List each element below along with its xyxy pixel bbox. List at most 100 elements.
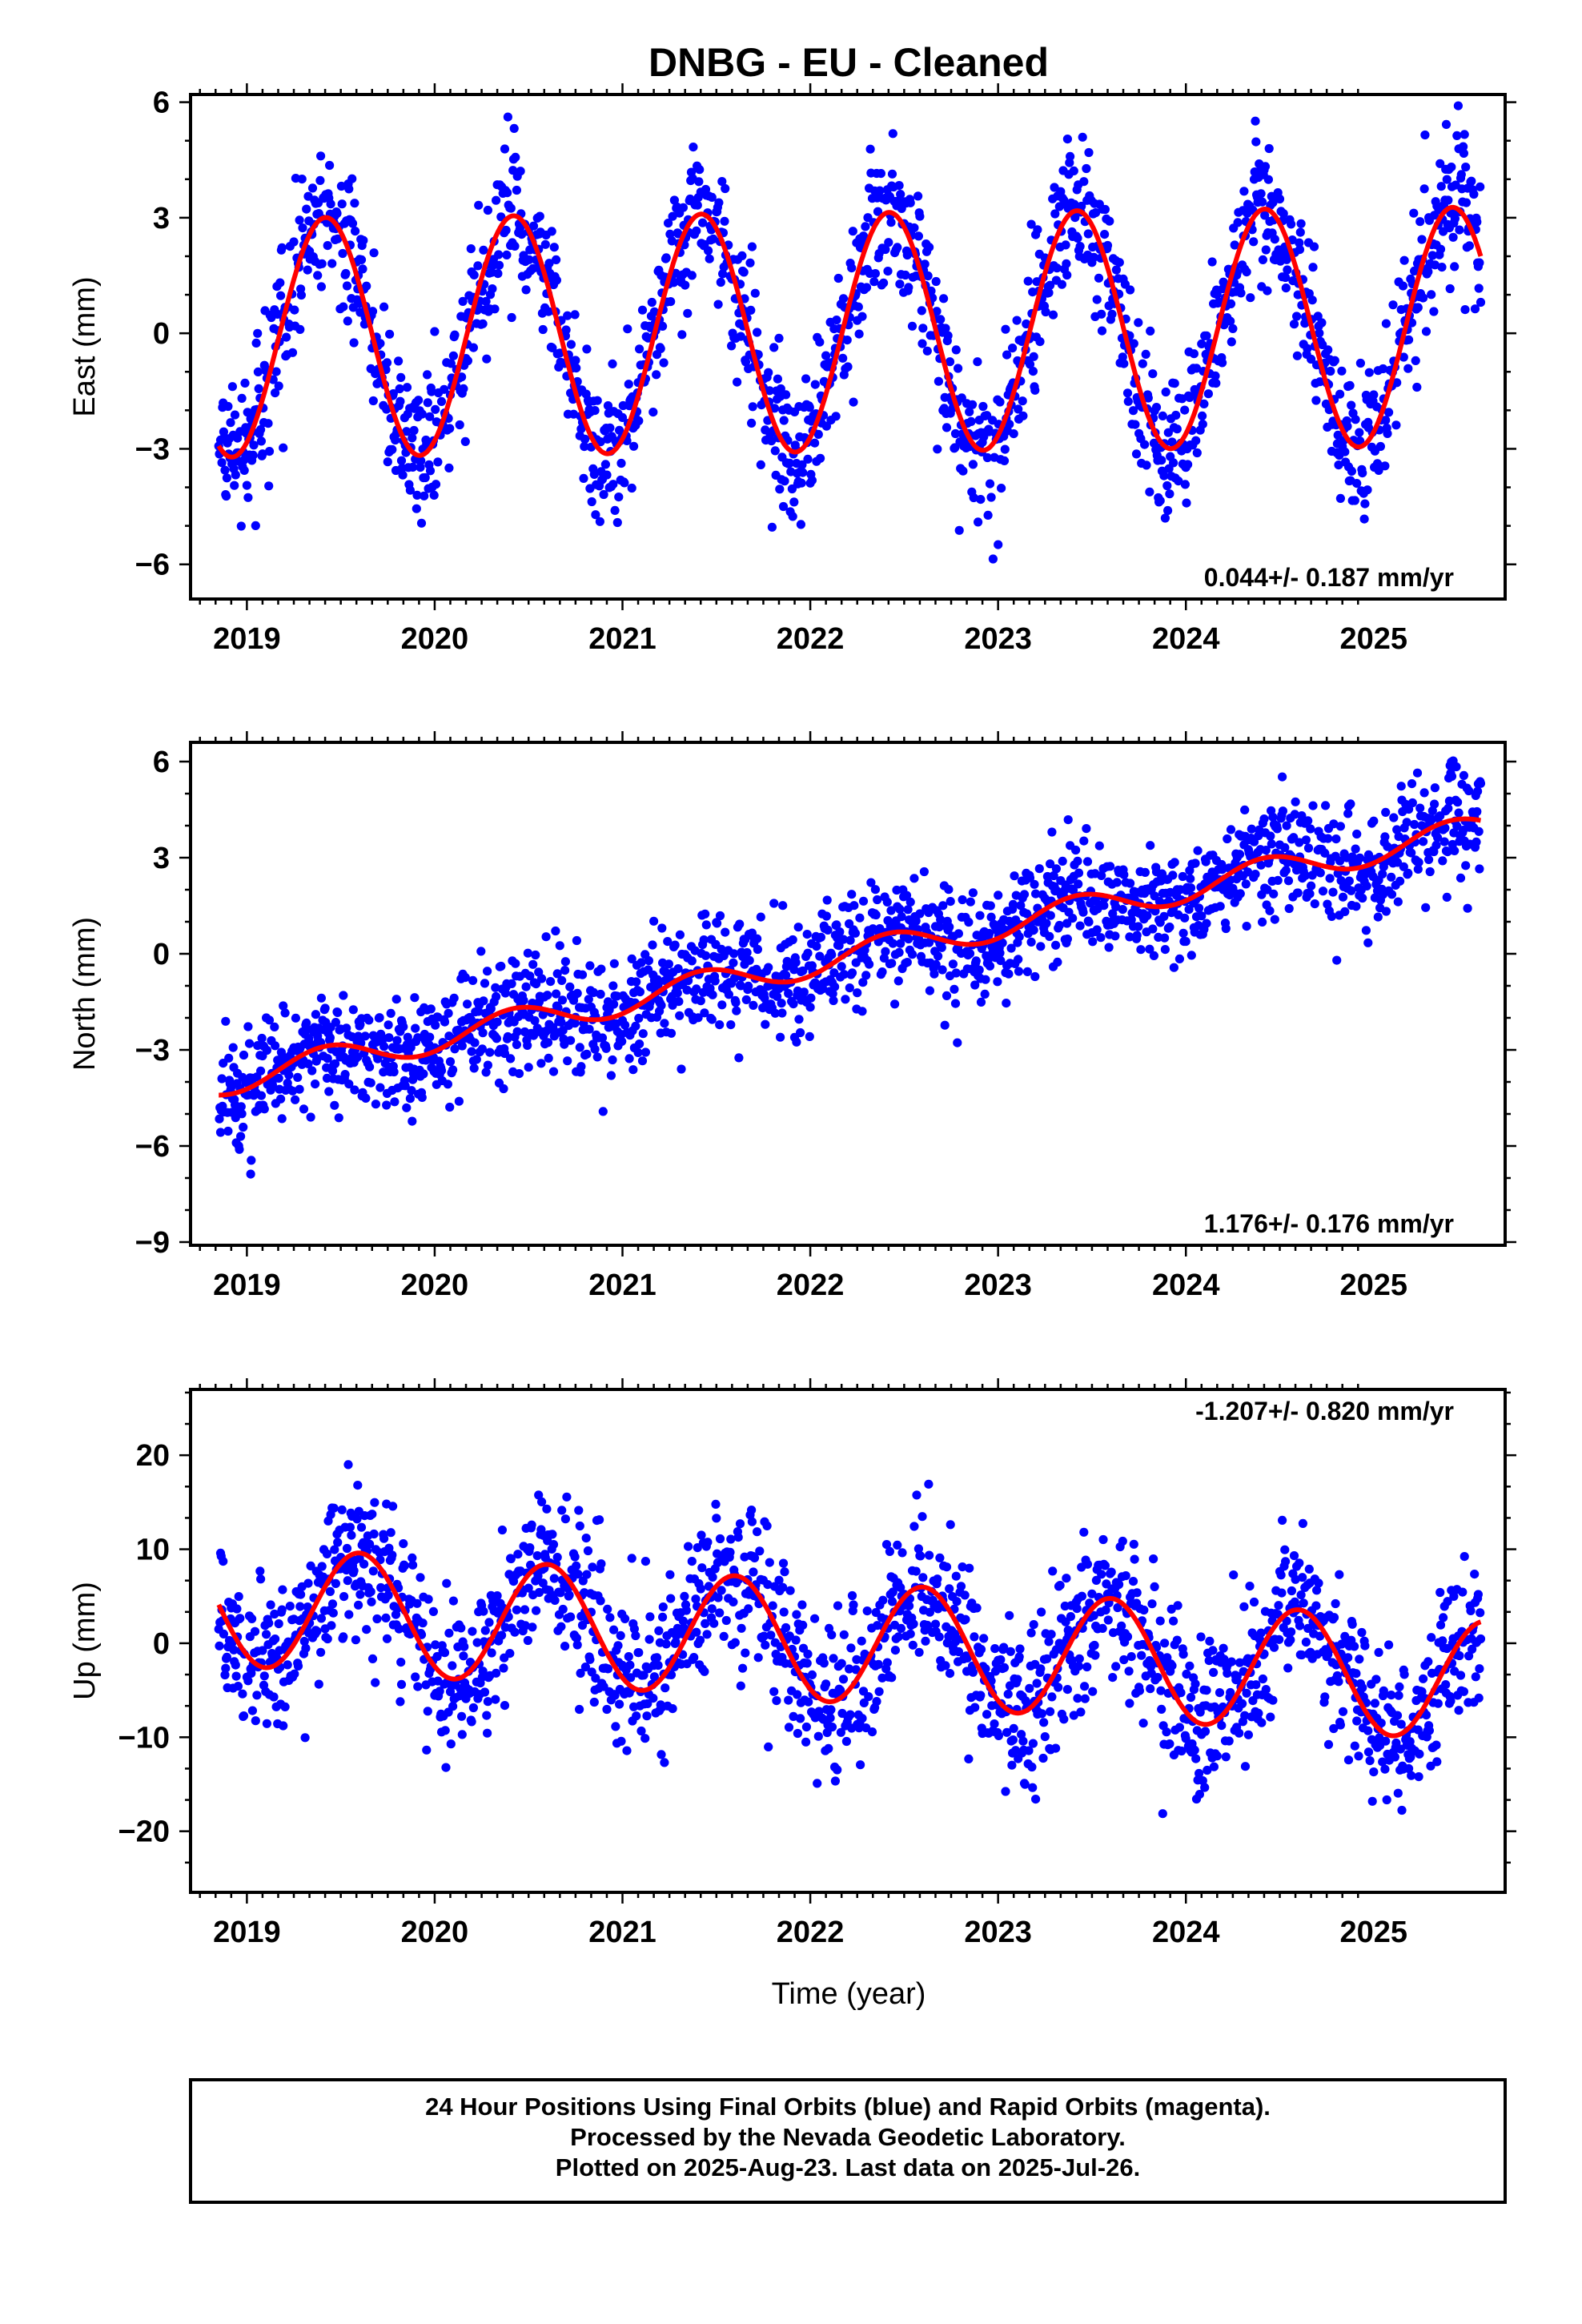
data-point xyxy=(905,198,915,207)
data-point xyxy=(609,1625,619,1634)
data-point xyxy=(853,988,862,998)
data-point xyxy=(1343,809,1353,818)
data-point xyxy=(543,1038,553,1047)
data-point xyxy=(1078,132,1087,142)
data-point xyxy=(530,1015,540,1026)
data-point xyxy=(1273,875,1283,885)
data-point xyxy=(605,423,615,432)
data-point xyxy=(326,199,335,209)
data-point xyxy=(353,1481,363,1490)
data-point xyxy=(1261,245,1271,255)
data-point xyxy=(1191,858,1200,868)
data-point xyxy=(847,263,857,273)
data-point xyxy=(1392,858,1403,867)
data-point xyxy=(591,510,600,520)
rate-label: 0.044+/- 0.187 mm/yr xyxy=(1204,563,1454,592)
data-point xyxy=(753,934,762,943)
data-point xyxy=(1375,441,1385,452)
data-point xyxy=(487,1648,496,1658)
data-point xyxy=(521,982,531,991)
data-point xyxy=(801,1722,812,1732)
data-point xyxy=(1068,914,1078,923)
data-point xyxy=(229,1645,239,1655)
data-point xyxy=(1439,837,1449,846)
data-point xyxy=(548,1530,557,1539)
data-point xyxy=(653,979,663,989)
data-point xyxy=(1096,933,1106,943)
data-point xyxy=(968,888,978,898)
data-point xyxy=(1140,867,1150,877)
data-point xyxy=(802,930,812,939)
data-point xyxy=(1088,937,1098,947)
data-point xyxy=(409,425,419,436)
data-point xyxy=(687,271,697,280)
data-point xyxy=(1301,835,1311,845)
data-point xyxy=(747,1506,757,1515)
data-point xyxy=(631,1630,640,1641)
data-point xyxy=(379,302,389,312)
data-point xyxy=(235,1144,244,1154)
x-tick-label: 2022 xyxy=(777,622,845,656)
data-point xyxy=(572,935,582,946)
data-point xyxy=(1456,873,1466,883)
data-point xyxy=(239,456,249,465)
data-point xyxy=(348,1005,358,1015)
data-point xyxy=(256,1574,266,1584)
data-point xyxy=(1259,814,1269,824)
data-point xyxy=(1452,762,1461,772)
data-point xyxy=(307,183,318,193)
data-point xyxy=(1145,944,1154,954)
data-point xyxy=(1355,436,1365,446)
data-point xyxy=(774,1575,784,1585)
data-point xyxy=(544,259,554,268)
data-point xyxy=(909,223,919,233)
data-point xyxy=(476,947,486,956)
data-point xyxy=(250,1626,260,1636)
data-point xyxy=(324,1087,334,1096)
data-point xyxy=(1062,259,1071,268)
data-point xyxy=(843,362,853,372)
data-point xyxy=(810,438,820,448)
data-point xyxy=(917,339,927,348)
data-point xyxy=(664,219,673,228)
data-point xyxy=(572,364,581,373)
data-point xyxy=(1450,262,1460,271)
data-point xyxy=(432,1651,442,1662)
data-point xyxy=(556,1588,565,1598)
data-point xyxy=(668,1704,677,1714)
data-point xyxy=(1332,955,1342,965)
data-point xyxy=(1171,410,1181,420)
data-point xyxy=(598,1107,608,1116)
data-point xyxy=(343,1576,352,1586)
data-point xyxy=(1031,889,1041,899)
data-point xyxy=(354,1600,363,1610)
data-point xyxy=(542,1504,552,1514)
data-point xyxy=(713,919,722,928)
x-tick-label: 2025 xyxy=(1340,622,1408,656)
data-point xyxy=(592,1052,602,1062)
data-point xyxy=(680,1591,689,1601)
data-point xyxy=(872,1697,881,1707)
data-point xyxy=(330,1100,339,1110)
data-point xyxy=(572,1561,581,1570)
data-point xyxy=(1437,263,1447,272)
data-point xyxy=(807,476,817,485)
data-point xyxy=(950,443,960,452)
data-point xyxy=(1079,836,1089,846)
data-point xyxy=(633,1047,643,1057)
data-point xyxy=(278,1585,287,1594)
data-point xyxy=(483,967,492,976)
data-point xyxy=(719,1631,729,1641)
data-point xyxy=(1295,245,1305,255)
data-point xyxy=(295,1602,305,1611)
data-point xyxy=(734,1053,744,1063)
data-point xyxy=(660,1019,669,1028)
data-point xyxy=(420,491,429,501)
data-point xyxy=(973,357,982,367)
data-point xyxy=(664,959,674,969)
data-point xyxy=(552,255,561,264)
data-point xyxy=(342,281,352,291)
data-points xyxy=(215,756,1486,1179)
data-point xyxy=(591,1674,600,1683)
data-point xyxy=(869,277,879,287)
